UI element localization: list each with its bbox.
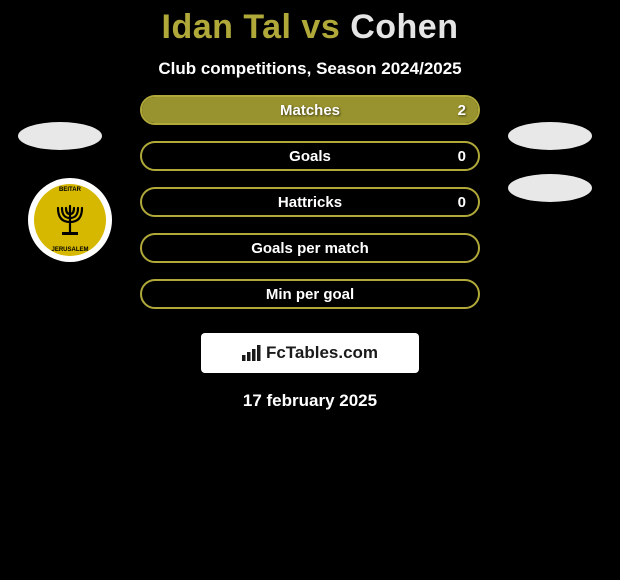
stat-label: Goals per match [142, 235, 478, 261]
player-badge-ellipse [508, 174, 592, 202]
player-badge-ellipse [18, 122, 102, 150]
page-title: Idan Tal vs Cohen [0, 0, 620, 47]
stat-label: Goals [142, 143, 478, 169]
stat-label: Matches [142, 97, 478, 123]
logo-text-top: BEITAR [34, 187, 106, 193]
stat-label: Min per goal [142, 281, 478, 307]
stat-row: Matches2 [140, 95, 480, 125]
menorah-icon [50, 200, 90, 240]
stat-value-right: 0 [458, 143, 466, 169]
club-logo: BEITAR JERUSALEM [28, 178, 112, 262]
stat-value-right: 2 [458, 97, 466, 123]
stat-label: Hattricks [142, 189, 478, 215]
brand-link[interactable]: FcTables.com [201, 333, 419, 373]
stat-row: Goals per match [140, 233, 480, 263]
logo-text-bot: JERUSALEM [34, 247, 106, 253]
brand-text: FcTables.com [266, 343, 378, 363]
player1-name: Idan Tal [162, 8, 292, 46]
stat-value-right: 0 [458, 189, 466, 215]
stat-row: Goals0 [140, 141, 480, 171]
vs-text: vs [301, 8, 340, 46]
stat-row: Hattricks0 [140, 187, 480, 217]
subtitle: Club competitions, Season 2024/2025 [0, 59, 620, 79]
stat-row: Min per goal [140, 279, 480, 309]
date-text: 17 february 2025 [0, 391, 620, 411]
comparison-widget: Idan Tal vs Cohen Club competitions, Sea… [0, 0, 620, 580]
player-badge-ellipse [508, 122, 592, 150]
brand-chart-icon [242, 345, 262, 361]
player2-name: Cohen [350, 8, 458, 46]
